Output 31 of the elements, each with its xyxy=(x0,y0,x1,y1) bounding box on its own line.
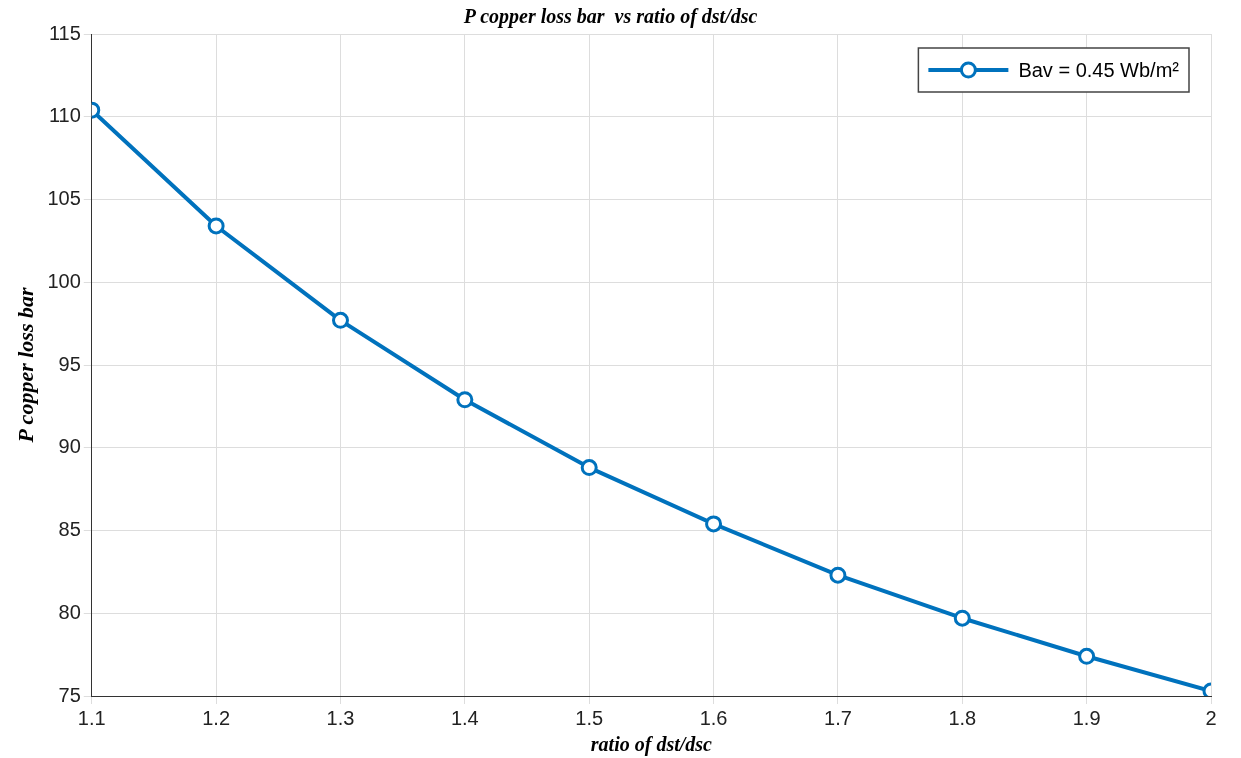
point xyxy=(331,311,349,329)
x-tick-label: 1.9 xyxy=(1072,706,1101,729)
y-tick-label: 90 xyxy=(58,435,81,458)
y-tick-label: 100 xyxy=(47,269,81,292)
x-tick-label: 1.8 xyxy=(948,706,977,729)
y-tick-label: 115 xyxy=(48,21,81,44)
x-tick-label: 1.7 xyxy=(824,706,852,729)
x-tick-label: 1.2 xyxy=(202,706,231,729)
x-tick-label: 1.1 xyxy=(77,706,106,729)
y-axis-title: P copper loss bar xyxy=(12,287,38,444)
x-tick-label: 1.5 xyxy=(575,706,604,729)
point xyxy=(207,217,225,235)
legend-label: Bav = 0.45 Wb/m² xyxy=(1018,58,1180,81)
y-tick-label: 95 xyxy=(58,352,81,375)
point xyxy=(705,515,723,533)
y-tick-label: 110 xyxy=(48,104,81,127)
point xyxy=(953,609,971,627)
point xyxy=(580,459,598,477)
x-tick-label: 1.6 xyxy=(699,706,728,729)
y-tick-label: 85 xyxy=(58,518,81,541)
x-tick-label: 2 xyxy=(1205,706,1217,729)
point xyxy=(1078,647,1096,665)
y-tick-label: 80 xyxy=(58,600,81,623)
y-tick-label: 105 xyxy=(47,187,81,210)
x-tick-label: 1.3 xyxy=(326,706,355,729)
chart-title: P copper loss bar vs ratio of dst/dsc xyxy=(462,5,758,29)
y-tick-label: 75 xyxy=(58,683,81,706)
point xyxy=(456,391,474,409)
x-axis-title: ratio of dst/dsc xyxy=(590,733,713,757)
x-tick-label: 1.4 xyxy=(450,706,479,729)
point xyxy=(829,566,847,584)
